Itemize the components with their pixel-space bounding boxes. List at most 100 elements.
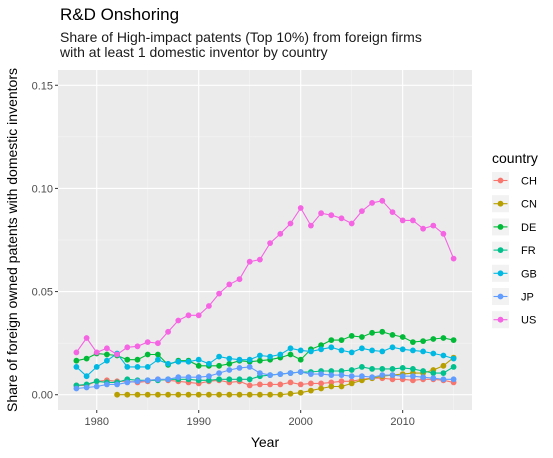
x-tick-label: 2010 (390, 416, 414, 428)
data-point (318, 342, 324, 349)
data-point (369, 366, 375, 372)
data-point (257, 391, 263, 398)
data-point (257, 357, 263, 364)
data-point (328, 379, 335, 386)
data-point (287, 220, 294, 227)
data-point (257, 370, 263, 376)
x-tick-label: 2000 (288, 416, 312, 428)
data-point (175, 317, 182, 324)
data-point (420, 368, 426, 374)
data-point (93, 349, 100, 356)
data-point (410, 366, 416, 372)
data-point (379, 197, 386, 204)
legend-item-fr: FR (492, 241, 536, 259)
data-point (93, 364, 100, 370)
data-point (226, 360, 233, 367)
legend-label: JP (521, 292, 534, 304)
data-point (297, 205, 304, 211)
data-point (134, 356, 141, 363)
data-point (399, 217, 406, 224)
data-point (175, 391, 182, 398)
data-point (359, 334, 365, 340)
legend-label: FR (521, 245, 536, 257)
data-point (267, 391, 273, 398)
legend-label: US (521, 315, 536, 327)
legend-key-point (497, 177, 504, 184)
data-point (389, 344, 396, 351)
data-point (83, 355, 90, 362)
data-point (379, 328, 386, 335)
data-point (328, 383, 335, 390)
data-point (379, 348, 386, 355)
data-point (226, 355, 233, 362)
legend-item-cn: CN (492, 195, 537, 213)
y-tick-label: 0.00 (32, 390, 53, 402)
legend-item-ch: CH (492, 172, 537, 189)
data-point (246, 258, 253, 265)
data-point (155, 391, 161, 398)
data-point (287, 351, 294, 358)
data-point (83, 373, 90, 380)
data-point (257, 381, 263, 388)
data-point (165, 328, 172, 335)
data-point (134, 378, 141, 385)
data-point (124, 364, 131, 370)
data-point (134, 343, 141, 350)
data-point (450, 364, 457, 370)
data-point (134, 364, 141, 370)
legend-item-de: DE (492, 218, 536, 236)
data-point (277, 371, 284, 377)
data-point (267, 372, 273, 378)
data-point (399, 346, 406, 353)
data-point (308, 380, 314, 387)
data-point (246, 376, 253, 383)
data-point (379, 366, 386, 372)
data-point (348, 367, 355, 373)
legend-key-point (497, 247, 504, 254)
legend-item-gb: GB (492, 264, 537, 282)
grid-major (58, 70, 472, 410)
data-point (206, 373, 212, 380)
data-point (134, 391, 141, 398)
data-point (277, 351, 284, 358)
data-point (206, 377, 212, 384)
data-point (389, 332, 396, 338)
data-point (124, 344, 131, 351)
data-point (206, 360, 212, 367)
data-point (165, 391, 172, 398)
data-point (308, 371, 314, 377)
data-point (267, 381, 273, 388)
data-point (83, 384, 90, 391)
data-point (124, 391, 131, 398)
data-point (246, 356, 253, 363)
data-point (236, 365, 243, 371)
data-point (308, 387, 314, 394)
chart-title: R&D Onshoring (60, 5, 179, 24)
data-point (359, 373, 365, 380)
data-point (83, 335, 90, 341)
data-point (430, 222, 437, 229)
chart-subtitle-line-1: Share of High-impact patents (Top 10%) f… (60, 29, 422, 45)
data-point (155, 351, 161, 358)
data-point (440, 230, 447, 237)
data-point (104, 345, 110, 352)
x-axis-title: Year (251, 434, 280, 450)
data-point (246, 391, 253, 398)
data-point (328, 368, 335, 374)
data-point (369, 200, 375, 206)
data-point (195, 312, 202, 319)
data-point (287, 379, 294, 386)
data-point (338, 372, 345, 378)
data-point (410, 217, 416, 224)
data-point (430, 370, 437, 376)
data-point (124, 356, 131, 363)
data-point (124, 379, 131, 386)
series-gb (73, 344, 457, 380)
data-point (338, 347, 345, 354)
data-point (420, 348, 426, 355)
data-point (338, 337, 345, 343)
data-point (114, 351, 120, 358)
data-point (348, 333, 355, 339)
data-point (226, 391, 233, 398)
